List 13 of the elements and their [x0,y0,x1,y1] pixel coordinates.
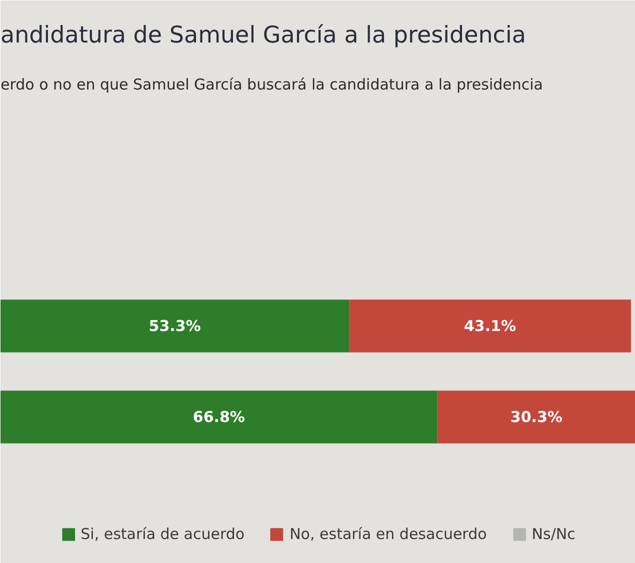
data-label: 66.8% [192,408,245,426]
legend-label: Si, estaría de acuerdo [80,525,245,543]
data-label: 53.3% [148,317,201,335]
legend-label: No, estaría en desacuerdo [290,525,487,543]
data-label: 43.1% [464,317,516,335]
chart-subtitle: erdo o no en que Samuel García buscará la candidatura a la presidencia [0,76,543,94]
legend-label: Ns/Nc [532,525,576,543]
bar [0,390,438,444]
bar [437,390,635,444]
bar [349,300,631,352]
data-label: 30.3% [510,408,562,426]
chart-title: andidatura de Samuel García a la presidencia [0,22,526,48]
bar [0,300,350,352]
